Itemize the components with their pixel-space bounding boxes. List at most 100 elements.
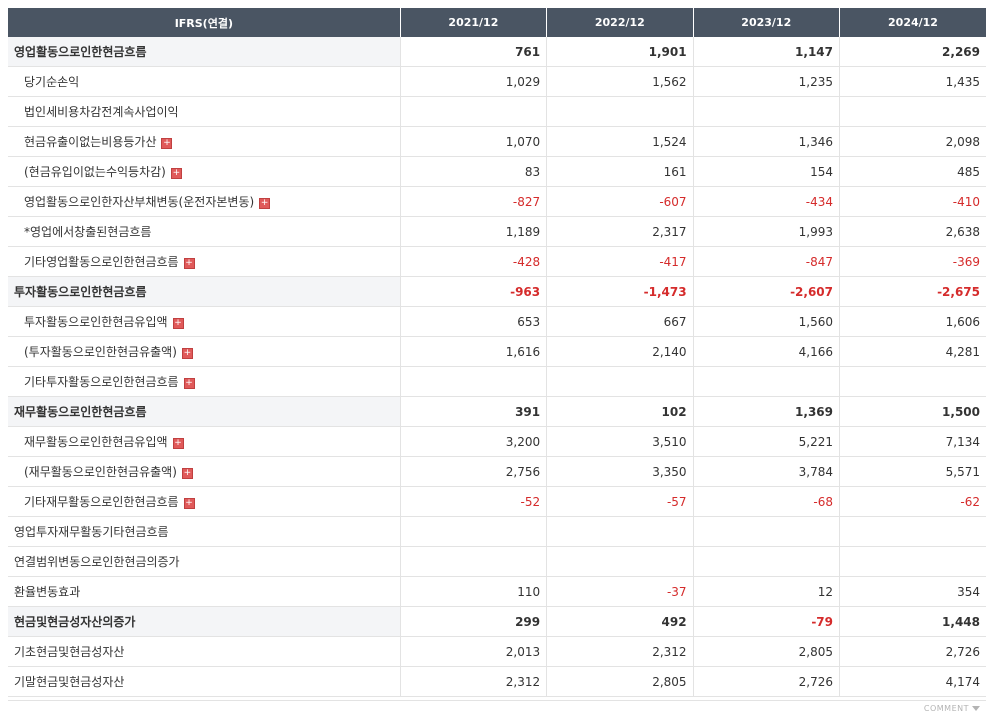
expand-plus-icon[interactable]: + xyxy=(183,378,195,389)
table-row: 당기순손익 1,029 1,562 1,235 1,435 xyxy=(8,66,986,97)
value-cell: 2,098 xyxy=(839,126,986,157)
value-cell: 2,269 xyxy=(839,37,986,67)
value-cell: -57 xyxy=(546,486,694,517)
table-row: 기말현금및현금성자산 2,312 2,805 2,726 4,174 xyxy=(8,666,986,697)
expand-plus-icon[interactable]: + xyxy=(183,498,195,509)
table-row: (재무활동으로인한현금유출액) +2,756 3,350 3,784 5,571 xyxy=(8,456,986,487)
value-cell xyxy=(693,516,841,547)
value-cell xyxy=(839,96,986,127)
value-cell: 3,200 xyxy=(400,426,548,457)
value-cell: 1,029 xyxy=(400,66,548,97)
account-name-cell: 법인세비용차감전계속사업이익 xyxy=(8,96,401,127)
value-cell: 4,174 xyxy=(839,666,986,697)
value-cell: 1,369 xyxy=(693,396,841,427)
cash-flow-table: IFRS(연결) 2021/12 2022/12 2023/12 2024/12… xyxy=(8,8,986,697)
account-name: 영업활동으로인한자산부채변동(운전자본변동) xyxy=(24,195,255,209)
value-cell: 485 xyxy=(839,156,986,187)
account-name: 영업활동으로인한현금흐름 xyxy=(14,45,147,59)
account-name-cell: 기타영업활동으로인한현금흐름 + xyxy=(8,246,401,277)
table-row: (투자활동으로인한현금유출액) +1,616 2,140 4,166 4,281 xyxy=(8,336,986,367)
value-cell: -827 xyxy=(400,186,548,217)
value-cell: 4,281 xyxy=(839,336,986,367)
value-cell: 1,524 xyxy=(546,126,694,157)
expand-plus-icon[interactable]: + xyxy=(183,258,195,269)
value-cell: -2,675 xyxy=(839,276,986,307)
table-row: 투자활동으로인한현금유입액 +653 667 1,560 1,606 xyxy=(8,306,986,337)
account-name: 기타영업활동으로인한현금흐름 xyxy=(24,255,179,269)
account-name: 현금유출이없는비용등가산 xyxy=(24,135,157,149)
table-row: 연결범위변동으로인한현금의증가 xyxy=(8,546,986,577)
value-cell: 102 xyxy=(546,396,694,427)
account-name-cell: (재무활동으로인한현금유출액) + xyxy=(8,456,401,487)
value-cell: 653 xyxy=(400,306,548,337)
account-name-cell: 영업투자재무활동기타현금흐름 xyxy=(8,516,401,547)
table-row: 영업활동으로인한현금흐름 761 1,901 1,147 2,269 xyxy=(8,37,986,67)
account-name: 기초현금및현금성자산 xyxy=(14,645,125,659)
account-name-cell: 연결범위변동으로인한현금의증가 xyxy=(8,546,401,577)
account-name: *영업에서창출된현금흐름 xyxy=(24,225,152,239)
value-cell: 2,638 xyxy=(839,216,986,247)
account-name: 연결범위변동으로인한현금의증가 xyxy=(14,555,180,569)
table-footer: COMMENT xyxy=(8,700,986,719)
value-cell: 12 xyxy=(693,576,841,607)
account-name: 기타투자활동으로인한현금흐름 xyxy=(24,375,179,389)
account-name-cell: 환율변동효과 xyxy=(8,576,401,607)
value-cell: 1,562 xyxy=(546,66,694,97)
expand-plus-icon[interactable]: + xyxy=(181,468,193,479)
expand-plus-icon[interactable]: + xyxy=(172,438,184,449)
expand-plus-icon[interactable]: + xyxy=(170,168,182,179)
comment-toggle[interactable]: COMMENT xyxy=(924,704,980,713)
table-row: 기타투자활동으로인한현금흐름 + xyxy=(8,366,986,397)
value-cell: -963 xyxy=(400,276,548,307)
value-cell: 1,560 xyxy=(693,306,841,337)
value-cell: -52 xyxy=(400,486,548,517)
value-cell: 161 xyxy=(546,156,694,187)
value-cell: -68 xyxy=(693,486,841,517)
account-name-cell: (현금유입이없는수익등차감) + xyxy=(8,156,401,187)
account-name: 투자활동으로인한현금흐름 xyxy=(14,285,147,299)
account-name: 법인세비용차감전계속사업이익 xyxy=(24,105,179,119)
account-name-cell: 현금유출이없는비용등가산 + xyxy=(8,126,401,157)
table-row: 기타영업활동으로인한현금흐름 + -428 -417 -847 -369 xyxy=(8,246,986,277)
account-name: 재무활동으로인한현금유입액 xyxy=(24,435,168,449)
value-cell: 7,134 xyxy=(839,426,986,457)
value-cell: 391 xyxy=(400,396,548,427)
value-cell: 2,756 xyxy=(400,456,548,487)
value-cell: 1,500 xyxy=(839,396,986,427)
table-row: 환율변동효과 110 -37 12 354 xyxy=(8,576,986,607)
value-cell: 1,435 xyxy=(839,66,986,97)
value-cell: 2,312 xyxy=(400,666,548,697)
account-name: (재무활동으로인한현금유출액) xyxy=(24,465,177,479)
table-row: (현금유입이없는수익등차감) +83 161 154 485 xyxy=(8,156,986,187)
value-cell: -607 xyxy=(546,186,694,217)
value-cell: 1,448 xyxy=(839,606,986,637)
table-body: 영업활동으로인한현금흐름 761 1,901 1,147 2,269 당기순손익 1,029… xyxy=(8,37,986,697)
account-name: (투자활동으로인한현금유출액) xyxy=(24,345,177,359)
value-cell xyxy=(400,366,548,397)
account-name-cell: 기초현금및현금성자산 xyxy=(8,636,401,667)
table-row: 기타재무활동으로인한현금흐름 + -52 -57 -68 -62 xyxy=(8,486,986,517)
value-cell: 2,805 xyxy=(693,636,841,667)
account-name-cell: 영업활동으로인한자산부채변동(운전자본변동) + xyxy=(8,186,401,217)
value-cell: 2,312 xyxy=(546,636,694,667)
expand-plus-icon[interactable]: + xyxy=(259,198,271,209)
value-cell xyxy=(693,96,841,127)
value-cell xyxy=(400,516,548,547)
value-cell xyxy=(546,516,694,547)
value-cell: -369 xyxy=(839,246,986,277)
expand-plus-icon[interactable]: + xyxy=(181,348,193,359)
value-cell: -434 xyxy=(693,186,841,217)
value-cell: -428 xyxy=(400,246,548,277)
table-row: 영업활동으로인한자산부채변동(운전자본변동) + -827 -607 -434 -410 xyxy=(8,186,986,217)
value-cell: -1,473 xyxy=(546,276,694,307)
value-cell: 761 xyxy=(400,37,548,67)
account-name: 환율변동효과 xyxy=(14,585,81,599)
table-row: 영업투자재무활동기타현금흐름 xyxy=(8,516,986,547)
value-cell: 1,189 xyxy=(400,216,548,247)
expand-plus-icon[interactable]: + xyxy=(161,138,173,149)
value-cell: -847 xyxy=(693,246,841,277)
expand-plus-icon[interactable]: + xyxy=(172,318,184,329)
value-cell: 667 xyxy=(546,306,694,337)
value-cell xyxy=(400,546,548,577)
account-name: 영업투자재무활동기타현금흐름 xyxy=(14,525,169,539)
